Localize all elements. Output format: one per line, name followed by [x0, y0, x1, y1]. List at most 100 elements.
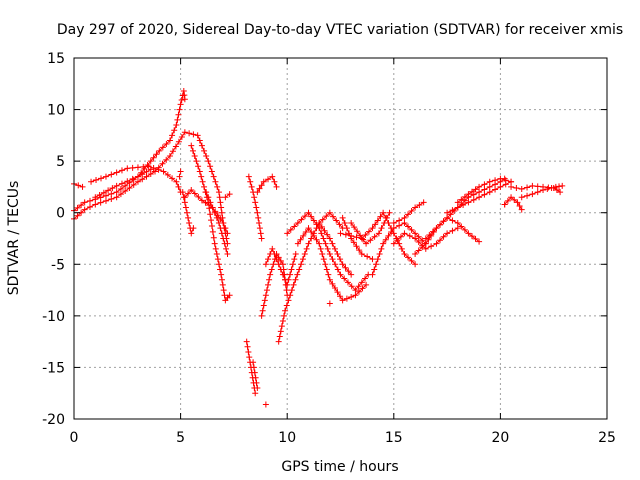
data-point	[412, 204, 419, 211]
data-point	[217, 216, 224, 223]
data-point	[219, 281, 226, 288]
x-tick-label: 0	[70, 430, 79, 446]
data-point	[166, 152, 173, 159]
data-point	[155, 166, 162, 173]
data-point	[285, 297, 292, 304]
data-point	[412, 261, 419, 268]
data-point	[326, 276, 333, 283]
data-point	[288, 266, 295, 273]
data-point	[209, 204, 216, 211]
data-point	[216, 194, 223, 201]
data-point	[518, 185, 525, 192]
data-point	[377, 213, 384, 220]
data-point	[422, 235, 429, 242]
data-point	[86, 204, 93, 211]
data-point	[321, 227, 328, 234]
data-point	[313, 221, 320, 228]
data-point	[265, 176, 272, 183]
data-point	[316, 220, 323, 227]
data-point	[492, 177, 499, 184]
data-point	[323, 266, 330, 273]
data-point	[191, 152, 198, 159]
x-axis-label: GPS time / hours	[281, 459, 398, 475]
data-point	[422, 245, 429, 252]
data-point	[300, 232, 307, 239]
data-point	[337, 256, 344, 263]
data-point	[258, 182, 265, 189]
data-point	[308, 235, 315, 242]
data-point	[398, 245, 405, 252]
y-tick-label: 15	[47, 51, 65, 67]
data-point	[481, 191, 488, 198]
data-point	[396, 217, 403, 224]
data-point	[98, 175, 105, 182]
data-point	[124, 165, 131, 172]
series-arc-4	[88, 163, 184, 196]
data-point	[426, 232, 433, 239]
data-point	[166, 137, 173, 144]
data-point	[140, 163, 147, 170]
data-point	[362, 232, 369, 239]
data-point	[208, 168, 215, 175]
data-point	[481, 186, 488, 193]
data-point	[316, 240, 323, 247]
data-point	[341, 220, 348, 227]
data-point	[552, 183, 559, 190]
data-point	[195, 193, 202, 200]
data-point	[253, 204, 260, 211]
data-point	[375, 230, 382, 237]
data-point	[185, 214, 192, 221]
data-point	[163, 140, 170, 147]
data-point	[514, 199, 521, 206]
data-point	[390, 240, 397, 247]
data-point	[292, 250, 299, 257]
data-point	[122, 188, 129, 195]
data-point	[408, 207, 415, 214]
axis-ticks: 0 5 10 15 20 25 -20 -15 -10 -5 0 5 10 15	[42, 51, 616, 446]
data-point	[262, 401, 269, 408]
data-point	[449, 217, 456, 224]
data-point	[285, 276, 292, 283]
data-point	[302, 229, 309, 236]
data-point	[326, 250, 333, 257]
data-point	[444, 209, 451, 216]
data-point	[296, 266, 303, 273]
data-point	[183, 209, 190, 216]
data-point	[440, 233, 447, 240]
series-outliers	[176, 168, 508, 408]
data-point	[245, 348, 252, 355]
data-point	[186, 130, 193, 137]
data-point	[350, 239, 357, 246]
data-point	[207, 163, 214, 170]
data-point	[210, 173, 217, 180]
series-arc-18	[284, 209, 372, 294]
data-point	[254, 189, 261, 196]
data-point	[317, 245, 324, 252]
data-point	[217, 199, 224, 206]
data-point	[276, 333, 283, 340]
data-point	[180, 194, 187, 201]
data-point	[401, 220, 408, 227]
data-point	[215, 189, 222, 196]
data-point	[329, 256, 336, 263]
data-point	[336, 221, 343, 228]
plot-frame	[73, 57, 608, 420]
data-point	[129, 164, 136, 171]
data-point	[118, 180, 125, 187]
data-point	[465, 199, 472, 206]
data-point	[476, 189, 483, 196]
data-points	[71, 88, 566, 408]
data-point	[412, 250, 419, 257]
data-point	[378, 245, 385, 252]
data-point	[486, 183, 493, 190]
data-point	[284, 281, 291, 288]
data-point	[444, 230, 451, 237]
data-point	[449, 227, 456, 234]
data-point	[134, 164, 141, 171]
data-point	[318, 230, 325, 237]
data-point	[283, 287, 290, 294]
data-point	[118, 167, 125, 174]
data-point	[81, 199, 88, 206]
data-point	[147, 158, 154, 165]
data-point	[369, 271, 376, 278]
